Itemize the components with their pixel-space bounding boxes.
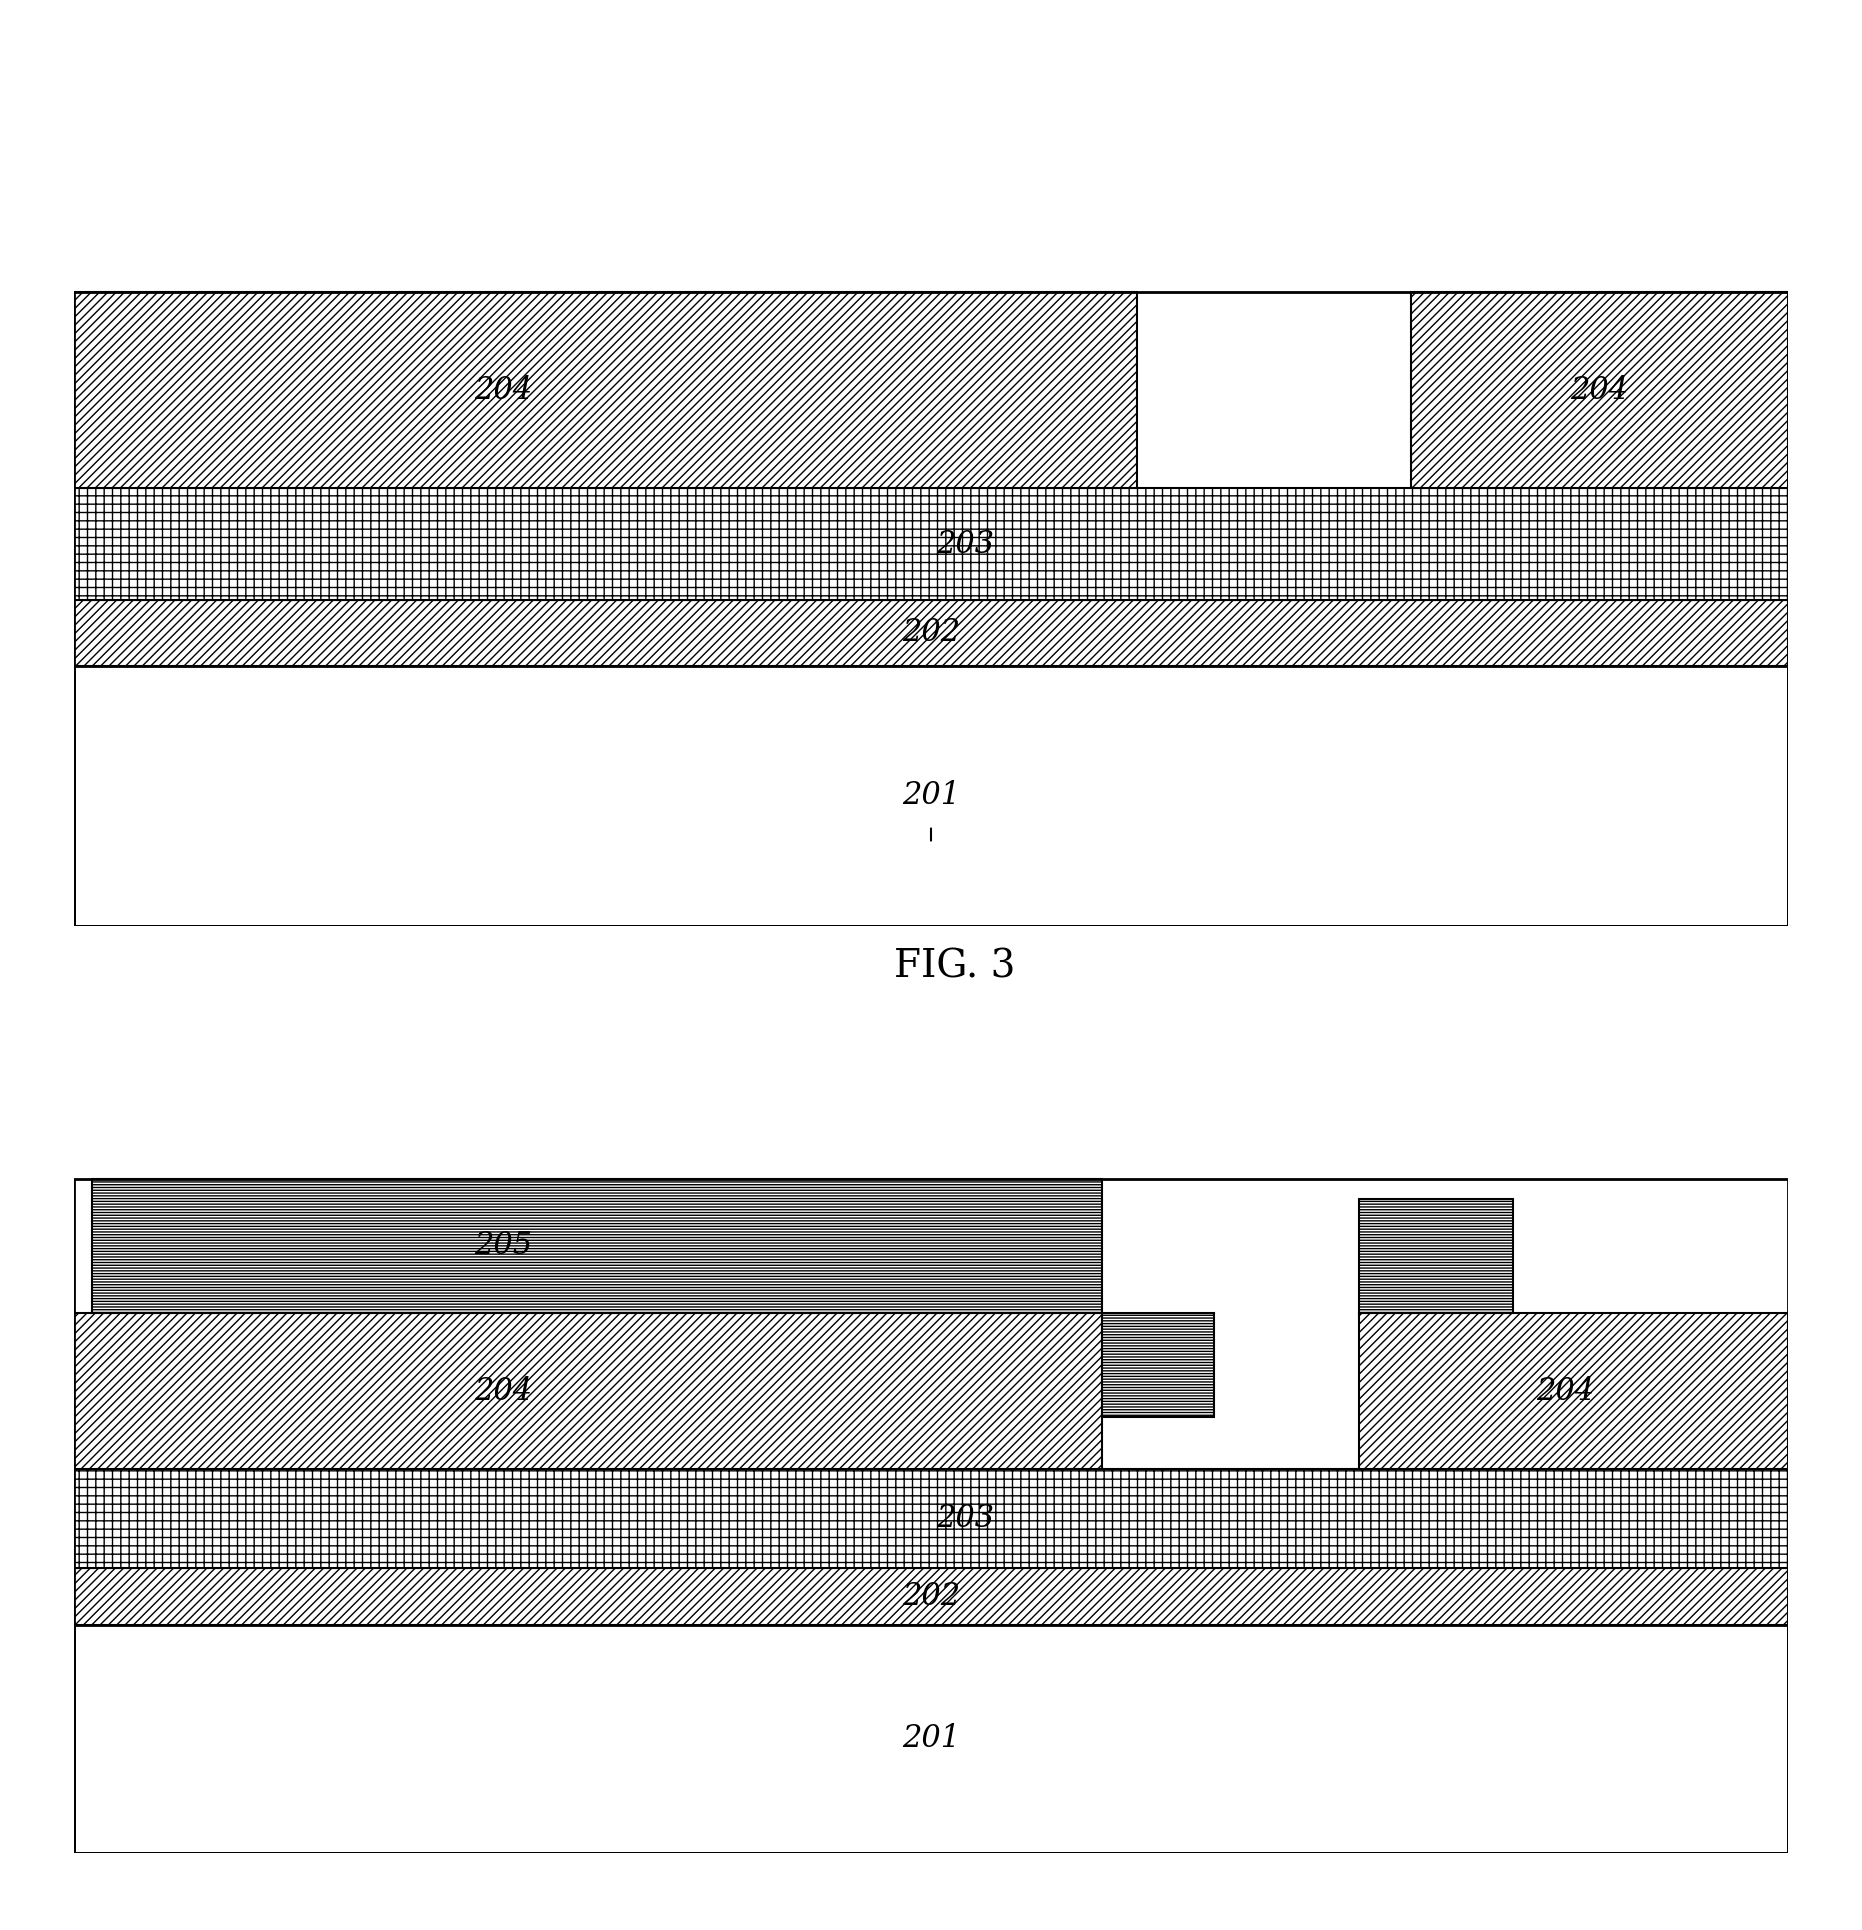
Text: 202: 202 [901, 1581, 961, 1612]
Bar [74, 666, 1788, 926]
Text: FIG. 4: FIG. 4 [894, 1673, 1015, 1710]
Text: 204: 204 [473, 1376, 533, 1407]
Text: 203: 203 [937, 1503, 994, 1534]
Text: 203: 203 [937, 529, 994, 560]
Bar [74, 1567, 1788, 1625]
Text: 201: 201 [901, 780, 961, 811]
Bar [1359, 1312, 1788, 1469]
Bar [74, 600, 1788, 666]
Bar [1102, 1314, 1214, 1417]
Bar [74, 291, 1136, 488]
Bar [74, 1625, 1788, 1853]
Text: 201: 201 [901, 1723, 961, 1754]
Bar [74, 488, 1788, 600]
Bar [74, 1312, 1102, 1469]
Bar [74, 1179, 1788, 1853]
Text: 204: 204 [1570, 374, 1627, 405]
Bar [74, 291, 1788, 926]
Text: FIG. 3: FIG. 3 [894, 950, 1015, 986]
Text: 205: 205 [473, 1231, 533, 1262]
Bar [1359, 1199, 1514, 1312]
Bar [1411, 291, 1788, 488]
Text: 204: 204 [1536, 1376, 1594, 1407]
Text: 204: 204 [473, 374, 533, 405]
Bar [91, 1179, 1102, 1312]
Bar [74, 1469, 1788, 1567]
Text: 202: 202 [901, 618, 961, 648]
